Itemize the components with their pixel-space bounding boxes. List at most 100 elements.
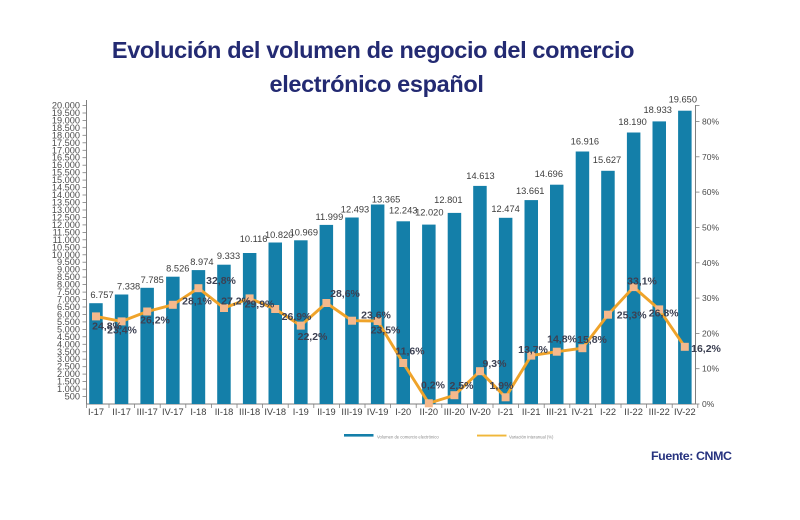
svg-text:1.500: 1.500 [57, 377, 80, 387]
svg-text:19.000: 19.000 [52, 115, 80, 125]
svg-text:60%: 60% [702, 187, 719, 197]
svg-text:2.000: 2.000 [57, 369, 80, 379]
svg-text:23,5%: 23,5% [371, 325, 401, 337]
svg-text:Fuente: CNMC: Fuente: CNMC [651, 449, 732, 463]
svg-text:16.000: 16.000 [52, 160, 80, 170]
svg-text:40%: 40% [702, 258, 719, 268]
svg-text:7.500: 7.500 [57, 287, 80, 297]
svg-text:11.999: 11.999 [316, 212, 344, 222]
svg-text:11,6%: 11,6% [395, 346, 425, 358]
svg-text:26,8%: 26,8% [649, 308, 679, 320]
svg-text:8.000: 8.000 [57, 280, 80, 290]
svg-text:12.243: 12.243 [389, 205, 417, 215]
svg-text:29,9%: 29,9% [245, 299, 275, 311]
svg-text:3.500: 3.500 [57, 347, 80, 357]
svg-text:2,5%: 2,5% [450, 380, 475, 392]
svg-text:23,6%: 23,6% [361, 310, 391, 322]
svg-text:5.500: 5.500 [57, 317, 80, 327]
svg-text:9.000: 9.000 [57, 265, 80, 275]
svg-text:25,3%: 25,3% [617, 310, 647, 322]
svg-text:III-22: III-22 [649, 407, 670, 417]
svg-text:18.190: 18.190 [618, 117, 646, 127]
svg-text:12.801: 12.801 [434, 195, 462, 205]
svg-text:III-17: III-17 [137, 407, 158, 417]
svg-text:20%: 20% [702, 328, 719, 338]
svg-text:30%: 30% [702, 293, 719, 303]
svg-text:IV-22: IV-22 [674, 407, 696, 417]
svg-text:10.820: 10.820 [265, 230, 293, 240]
svg-text:III-20: III-20 [444, 407, 465, 417]
svg-text:III-18: III-18 [239, 407, 260, 417]
svg-text:18.500: 18.500 [52, 123, 80, 133]
svg-text:II-19: II-19 [317, 407, 336, 417]
svg-text:I-18: I-18 [190, 407, 206, 417]
svg-text:1.000: 1.000 [57, 384, 80, 394]
svg-text:IV-19: IV-19 [367, 407, 389, 417]
svg-text:14.500: 14.500 [52, 183, 80, 193]
svg-text:28,1%: 28,1% [182, 296, 212, 308]
svg-text:IV-20: IV-20 [469, 407, 491, 417]
svg-text:12.500: 12.500 [52, 212, 80, 222]
svg-text:4.000: 4.000 [57, 339, 80, 349]
svg-text:28,6%: 28,6% [330, 288, 360, 300]
svg-text:70%: 70% [702, 152, 719, 162]
svg-text:I-17: I-17 [88, 407, 104, 417]
svg-text:II-20: II-20 [419, 407, 438, 417]
svg-text:8.974: 8.974 [190, 257, 213, 267]
svg-text:electrónico español: electrónico español [269, 71, 483, 97]
svg-text:3.000: 3.000 [57, 354, 80, 364]
svg-text:14.613: 14.613 [466, 171, 494, 181]
svg-text:15.000: 15.000 [52, 175, 80, 185]
svg-text:8.500: 8.500 [57, 272, 80, 282]
svg-text:II-22: II-22 [624, 407, 643, 417]
svg-text:16,2%: 16,2% [691, 343, 721, 355]
svg-text:19.500: 19.500 [52, 108, 80, 118]
svg-text:11.500: 11.500 [53, 227, 80, 237]
svg-text:III-19: III-19 [341, 407, 362, 417]
svg-text:26,2%: 26,2% [140, 315, 170, 327]
svg-text:Variación interanual (%): Variación interanual (%) [509, 434, 554, 439]
svg-text:7.338: 7.338 [117, 282, 140, 292]
svg-text:15,8%: 15,8% [577, 334, 607, 346]
svg-text:27,2%: 27,2% [221, 296, 251, 308]
svg-text:Evolución del volumen de negoc: Evolución del volumen de negocio del com… [112, 37, 634, 63]
svg-text:13.661: 13.661 [516, 186, 544, 196]
svg-text:18.933: 18.933 [643, 105, 671, 115]
svg-text:14.696: 14.696 [535, 169, 563, 179]
svg-text:17.000: 17.000 [52, 145, 80, 155]
svg-text:Volumen de comercio electrónic: Volumen de comercio electrónico [377, 434, 439, 439]
svg-text:22,2%: 22,2% [298, 331, 328, 343]
svg-text:III-21: III-21 [546, 407, 567, 417]
svg-text:15.627: 15.627 [593, 155, 621, 165]
svg-text:I-22: I-22 [600, 407, 616, 417]
svg-text:14,8%: 14,8% [547, 334, 577, 346]
svg-text:8.526: 8.526 [166, 264, 189, 274]
svg-text:II-21: II-21 [522, 407, 541, 417]
svg-text:4.500: 4.500 [57, 332, 80, 342]
svg-text:0%: 0% [702, 399, 715, 409]
svg-text:10.500: 10.500 [52, 242, 80, 252]
svg-text:12.020: 12.020 [415, 208, 443, 218]
svg-text:9.500: 9.500 [57, 257, 80, 267]
svg-text:I-20: I-20 [395, 407, 411, 417]
svg-text:9.333: 9.333 [217, 251, 240, 261]
svg-text:10.000: 10.000 [52, 250, 80, 260]
svg-text:6.757: 6.757 [90, 290, 113, 300]
svg-text:7.000: 7.000 [57, 295, 80, 305]
svg-text:IV-18: IV-18 [264, 407, 286, 417]
svg-text:IV-21: IV-21 [572, 407, 594, 417]
svg-text:33,1%: 33,1% [627, 276, 657, 288]
svg-text:15.500: 15.500 [52, 168, 80, 178]
svg-text:0,2%: 0,2% [421, 380, 446, 392]
svg-text:18.000: 18.000 [52, 130, 80, 140]
svg-text:13.000: 13.000 [52, 205, 80, 215]
svg-text:10.116: 10.116 [240, 234, 268, 244]
svg-text:6.500: 6.500 [57, 302, 80, 312]
svg-text:26,9%: 26,9% [282, 311, 312, 323]
svg-text:2.500: 2.500 [57, 362, 80, 372]
svg-text:20.000: 20.000 [52, 101, 80, 111]
svg-text:10.969: 10.969 [290, 227, 318, 237]
svg-text:50%: 50% [702, 222, 719, 232]
svg-text:500: 500 [65, 392, 80, 402]
svg-text:9,3%: 9,3% [483, 358, 508, 370]
